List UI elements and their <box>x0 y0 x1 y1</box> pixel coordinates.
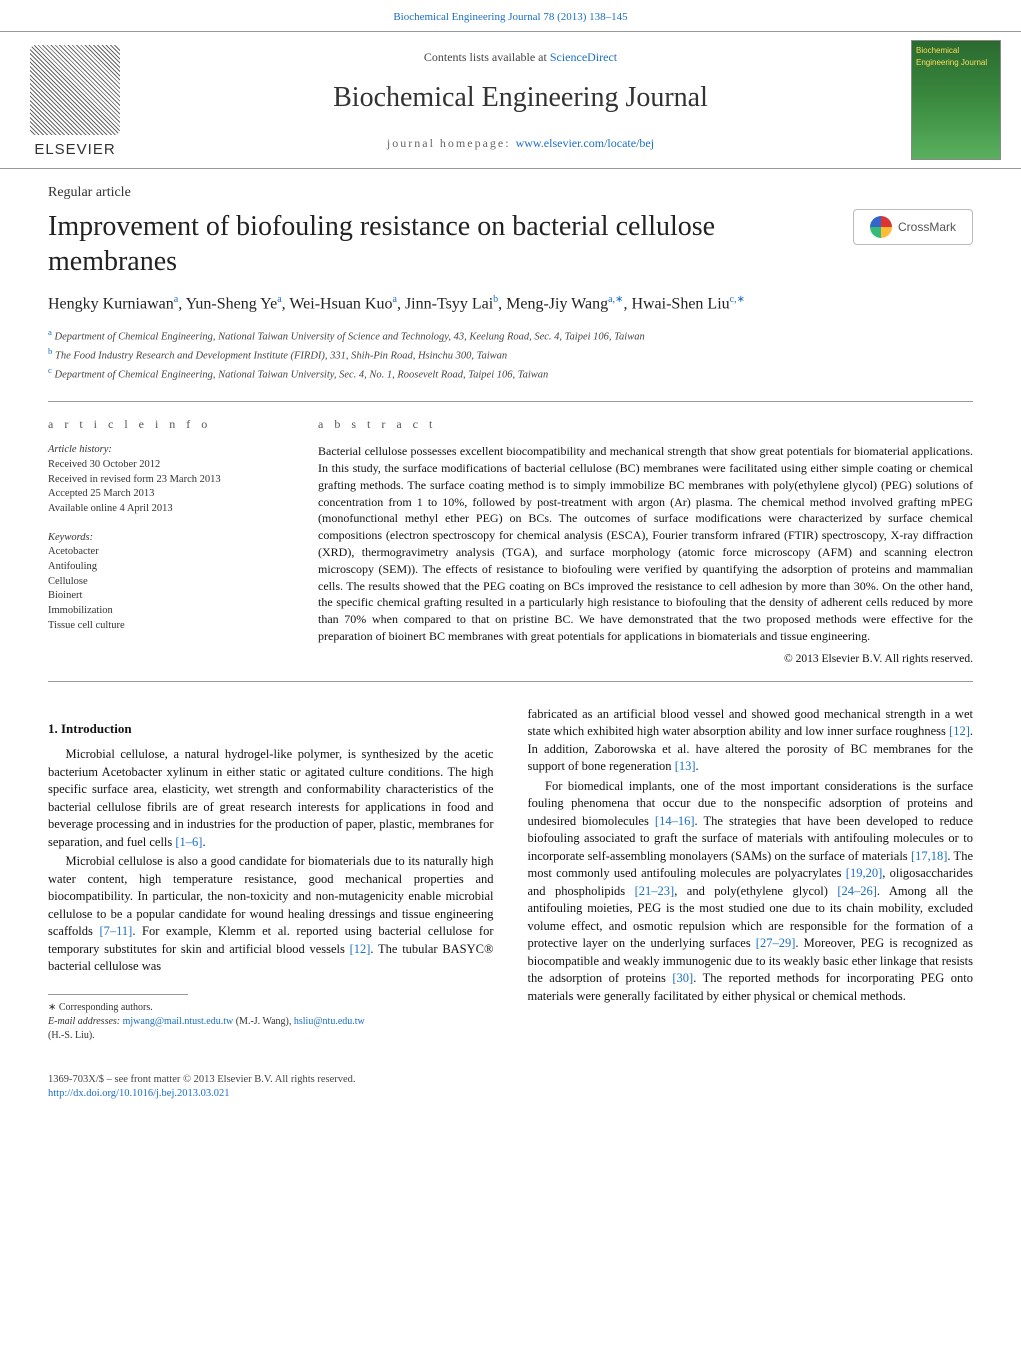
citation-link[interactable]: [30] <box>672 971 693 985</box>
contents-line: Contents lists available at ScienceDirec… <box>148 49 893 66</box>
footnote-rule <box>48 994 188 995</box>
running-head-text[interactable]: Biochemical Engineering Journal 78 (2013… <box>393 11 627 23</box>
article-info-heading: a r t i c l e i n f o <box>48 416 278 433</box>
journal-header: ELSEVIER Contents lists available at Sci… <box>0 31 1021 169</box>
citation-link[interactable]: [7–11] <box>99 924 132 938</box>
keyword: Cellulose <box>48 575 278 590</box>
citation-link[interactable]: [21–23] <box>635 884 675 898</box>
footnotes: ∗ Corresponding authors. E-mail addresse… <box>48 1001 494 1043</box>
abstract: a b s t r a c t Bacterial cellulose poss… <box>318 416 973 666</box>
journal-cover-thumbnail: Biochemical Engineering Journal <box>911 40 1001 160</box>
citation-link[interactable]: [17,18] <box>911 849 947 863</box>
elsevier-tree-icon <box>30 45 120 135</box>
citation-link[interactable]: [13] <box>675 759 696 773</box>
divider <box>48 681 973 682</box>
keyword: Immobilization <box>48 604 278 619</box>
citation-link[interactable]: [27–29] <box>756 936 796 950</box>
abstract-body: Bacterial cellulose possesses excellent … <box>318 443 973 645</box>
keyword: Tissue cell culture <box>48 619 278 634</box>
running-head: Biochemical Engineering Journal 78 (2013… <box>0 0 1021 31</box>
history-line: Accepted 25 March 2013 <box>48 487 278 502</box>
corresponding-note: ∗ Corresponding authors. <box>48 1001 494 1015</box>
email-line: E-mail addresses: mjwang@mail.ntust.edu.… <box>48 1015 494 1043</box>
keyword: Antifouling <box>48 560 278 575</box>
citation-link[interactable]: [19,20] <box>846 866 882 880</box>
column-right: fabricated as an artificial blood vessel… <box>528 706 974 1043</box>
keywords-label: Keywords: <box>48 531 278 546</box>
crossmark-badge[interactable]: CrossMark <box>853 209 973 245</box>
body-columns: 1. Introduction Microbial cellulose, a n… <box>0 696 1021 1067</box>
article-history: Article history: Received 30 October 201… <box>48 443 278 516</box>
abstract-copyright: © 2013 Elsevier B.V. All rights reserved… <box>318 651 973 667</box>
doi-link[interactable]: http://dx.doi.org/10.1016/j.bej.2013.03.… <box>48 1087 973 1102</box>
history-line: Received in revised form 23 March 2013 <box>48 473 278 488</box>
journal-name: Biochemical Engineering Journal <box>148 78 893 117</box>
history-line: Available online 4 April 2013 <box>48 502 278 517</box>
header-center: Contents lists available at ScienceDirec… <box>148 49 893 152</box>
email-link[interactable]: hsliu@ntu.edu.tw <box>294 1016 365 1027</box>
article-info: a r t i c l e i n f o Article history: R… <box>48 416 278 666</box>
divider <box>48 401 973 402</box>
paragraph: Microbial cellulose, a natural hydrogel-… <box>48 746 494 851</box>
column-left: 1. Introduction Microbial cellulose, a n… <box>48 706 494 1043</box>
sciencedirect-link[interactable]: ScienceDirect <box>550 50 617 64</box>
keyword: Acetobacter <box>48 545 278 560</box>
citation-link[interactable]: [12] <box>350 942 371 956</box>
citation-link[interactable]: [24–26] <box>837 884 877 898</box>
authors-line: Hengky Kurniawana, Yun-Sheng Yea, Wei-Hs… <box>48 293 973 316</box>
article-meta: Regular article Improvement of biofoulin… <box>0 169 1021 387</box>
citation-link[interactable]: [14–16] <box>655 814 695 828</box>
publisher-name: ELSEVIER <box>34 139 115 160</box>
paragraph: For biomedical implants, one of the most… <box>528 778 974 1006</box>
paragraph: fabricated as an artificial blood vessel… <box>528 706 974 776</box>
journal-homepage-link[interactable]: www.elsevier.com/locate/bej <box>516 136 655 150</box>
info-abstract-row: a r t i c l e i n f o Article history: R… <box>0 416 1021 666</box>
history-line: Received 30 October 2012 <box>48 458 278 473</box>
keywords-block: Keywords: AcetobacterAntifoulingCellulos… <box>48 531 278 634</box>
affiliations: a Department of Chemical Engineering, Na… <box>48 326 973 384</box>
paragraph: Microbial cellulose is also a good candi… <box>48 853 494 976</box>
abstract-heading: a b s t r a c t <box>318 416 973 433</box>
citation-link[interactable]: [1–6] <box>175 835 202 849</box>
email-link[interactable]: mjwang@mail.ntust.edu.tw <box>123 1016 234 1027</box>
article-type: Regular article <box>48 183 973 203</box>
homepage-line: journal homepage: www.elsevier.com/locat… <box>148 135 893 152</box>
elsevier-logo: ELSEVIER <box>20 40 130 160</box>
article-title: Improvement of biofouling resistance on … <box>48 209 829 279</box>
front-matter-line: 1369-703X/$ – see front matter © 2013 El… <box>48 1073 973 1088</box>
section-1-heading: 1. Introduction <box>48 720 494 738</box>
crossmark-icon <box>870 216 892 238</box>
history-label: Article history: <box>48 443 278 458</box>
citation-link[interactable]: [12] <box>949 724 970 738</box>
footer: 1369-703X/$ – see front matter © 2013 El… <box>0 1067 1021 1126</box>
keyword: Bioinert <box>48 589 278 604</box>
